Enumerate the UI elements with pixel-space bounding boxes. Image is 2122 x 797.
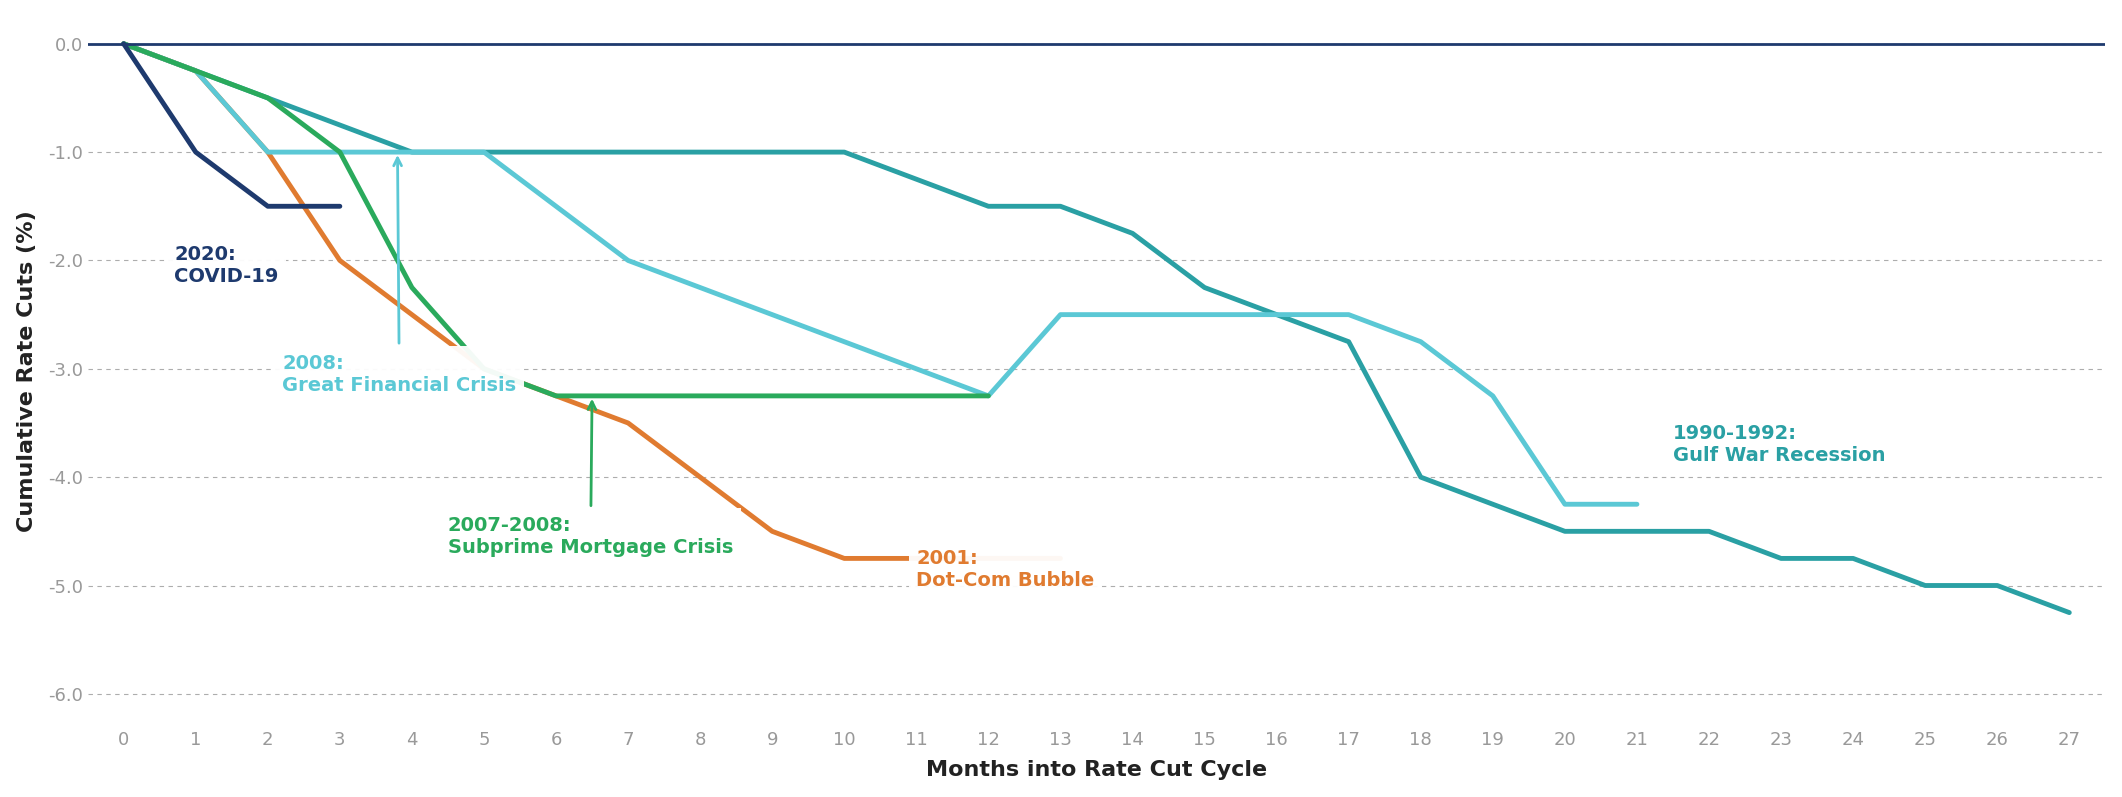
Text: 2008:
Great Financial Crisis: 2008: Great Financial Crisis (282, 158, 516, 395)
Text: 2001:
Dot-Com Bubble: 2001: Dot-Com Bubble (917, 549, 1095, 590)
X-axis label: Months into Rate Cut Cycle: Months into Rate Cut Cycle (925, 760, 1267, 780)
Text: 2007-2008:
Subprime Mortgage Crisis: 2007-2008: Subprime Mortgage Crisis (448, 402, 734, 557)
Text: 2020:
COVID-19: 2020: COVID-19 (174, 245, 278, 286)
Y-axis label: Cumulative Rate Cuts (%): Cumulative Rate Cuts (%) (17, 210, 36, 532)
Text: 1990-1992:
Gulf War Recession: 1990-1992: Gulf War Recession (1672, 424, 1886, 465)
